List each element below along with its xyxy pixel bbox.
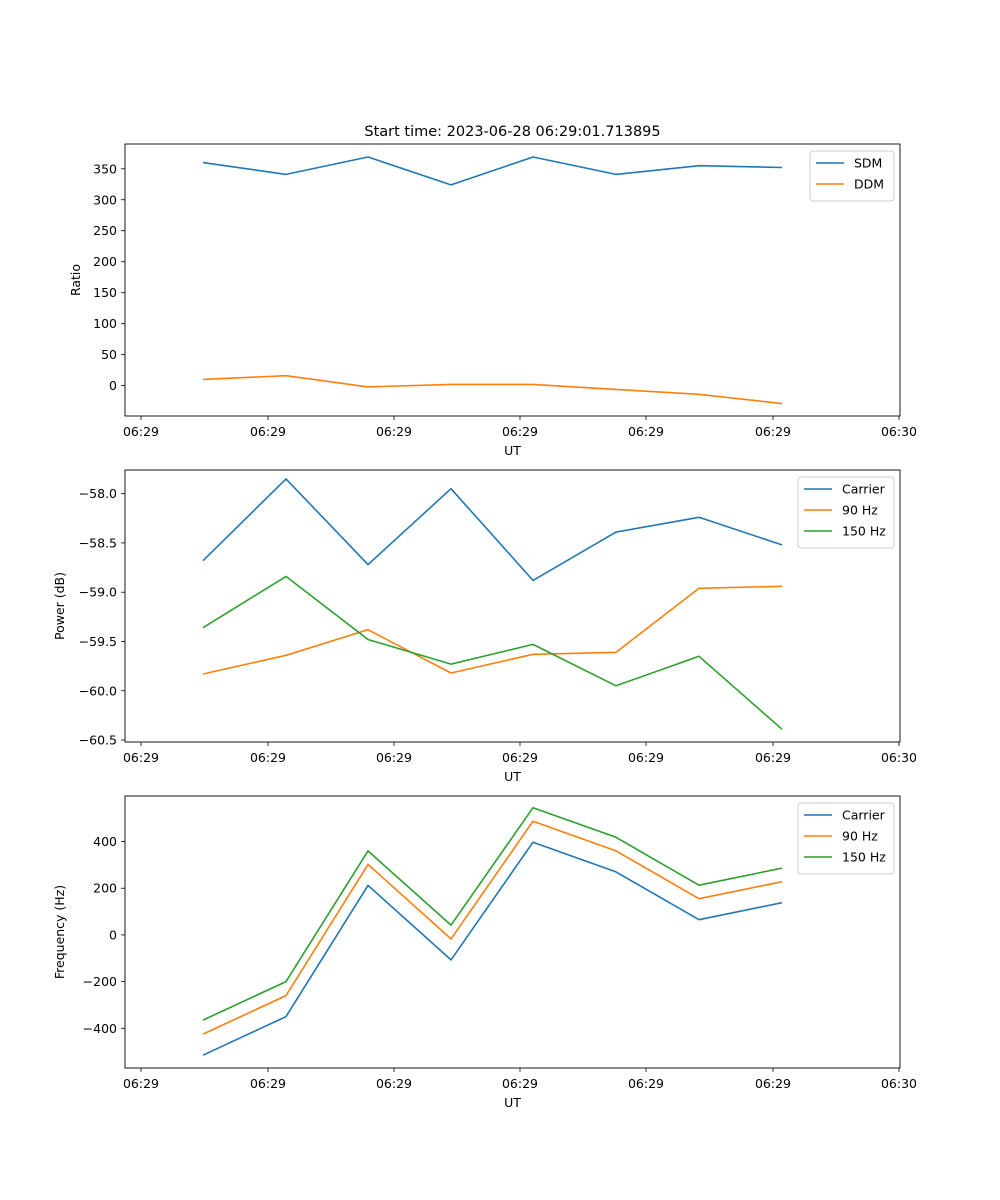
series-line-150-hz [202,806,783,1021]
y-axis-label: Ratio [68,264,83,296]
legend-label: SDM [854,156,882,171]
panel-3: 06:29 06:29 06:29 06:29 06:29 06:29 06:30 UT 400… [52,795,917,1110]
x-axis-label: UT [504,1095,521,1110]
legend-label: DDM [854,177,884,192]
series-line-ddm [202,374,783,405]
x-tick-label: 06:30 [881,750,917,765]
y-tick-label: 0 [109,927,117,942]
x-tick-label: 06:29 [628,1076,664,1091]
y-tick-label: 350 [93,161,117,176]
legend-label: Carrier [842,808,886,823]
x-tick-label: 06:29 [755,1076,791,1091]
x-tick-label: 06:29 [250,424,286,439]
x-tick-label: 06:29 [376,1076,412,1091]
axes-frame [124,143,901,417]
x-tick-label: 06:29 [755,424,791,439]
y-tick-label: −58.5 [79,535,117,550]
y-tick-label: −59.0 [79,585,117,600]
x-tick-label: 06:29 [628,750,664,765]
y-tick-label: −58.0 [79,486,117,501]
legend-label: 90 Hz [842,503,878,518]
panel-1: 06:29 06:29 06:29 06:29 06:29 06:29 06:30 UT 0 50… [68,143,917,458]
y-tick-label: 300 [93,192,117,207]
x-tick-label: 06:29 [755,750,791,765]
legend-label: Carrier [842,482,886,497]
x-tick-label: 06:29 [123,1076,159,1091]
legend: Carrier 90 Hz 150 Hz [797,476,895,549]
y-tick-label: 150 [93,285,117,300]
legend-label: 90 Hz [842,829,878,844]
x-tick-label: 06:29 [376,424,412,439]
series-line-carrier [202,478,783,582]
y-tick-label: 0 [109,378,117,393]
chart-title: Start time: 2023-06-28 06:29:01.713895 [364,124,660,140]
x-tick-label: 06:30 [881,1076,917,1091]
y-tick-label: −60.5 [79,733,117,748]
x-tick-label: 06:29 [123,424,159,439]
series-line-carrier [202,841,783,1056]
x-tick-label: 06:29 [502,750,538,765]
y-axis-label: Frequency (Hz) [52,885,67,979]
x-tick-label: 06:29 [250,750,286,765]
y-tick-label: −400 [83,1021,117,1036]
y-tick-label: 200 [93,881,117,896]
series-line-90-hz [202,585,783,675]
axes-frame [124,469,901,743]
x-tick-label: 06:29 [376,750,412,765]
x-tick-label: 06:29 [250,1076,286,1091]
y-tick-label: −60.0 [79,683,117,698]
x-axis-label: UT [504,769,521,784]
y-tick-label: 250 [93,223,117,238]
x-tick-label: 06:29 [628,424,664,439]
y-tick-label: 200 [93,254,117,269]
panel-2: 06:29 06:29 06:29 06:29 06:29 06:29 06:30 UT −58… [52,469,917,784]
y-tick-label: −59.5 [79,634,117,649]
legend: SDM DDM [809,150,895,202]
legend-label: 150 Hz [842,524,886,539]
x-tick-label: 06:30 [881,424,917,439]
x-axis-label: UT [504,443,521,458]
legend-label: 150 Hz [842,850,886,865]
y-tick-label: 50 [101,347,117,362]
legend: Carrier 90 Hz 150 Hz [797,802,895,875]
y-tick-label: 100 [93,316,117,331]
x-tick-label: 06:29 [502,424,538,439]
axes-frame [124,795,901,1069]
y-axis-label: Power (dB) [52,572,67,640]
y-tick-label: 400 [93,834,117,849]
series-line-sdm [202,156,783,186]
y-tick-label: −200 [83,974,117,989]
x-tick-label: 06:29 [502,1076,538,1091]
series-line-150-hz [202,575,783,730]
x-tick-label: 06:29 [123,750,159,765]
series-line-90-hz [202,820,783,1035]
